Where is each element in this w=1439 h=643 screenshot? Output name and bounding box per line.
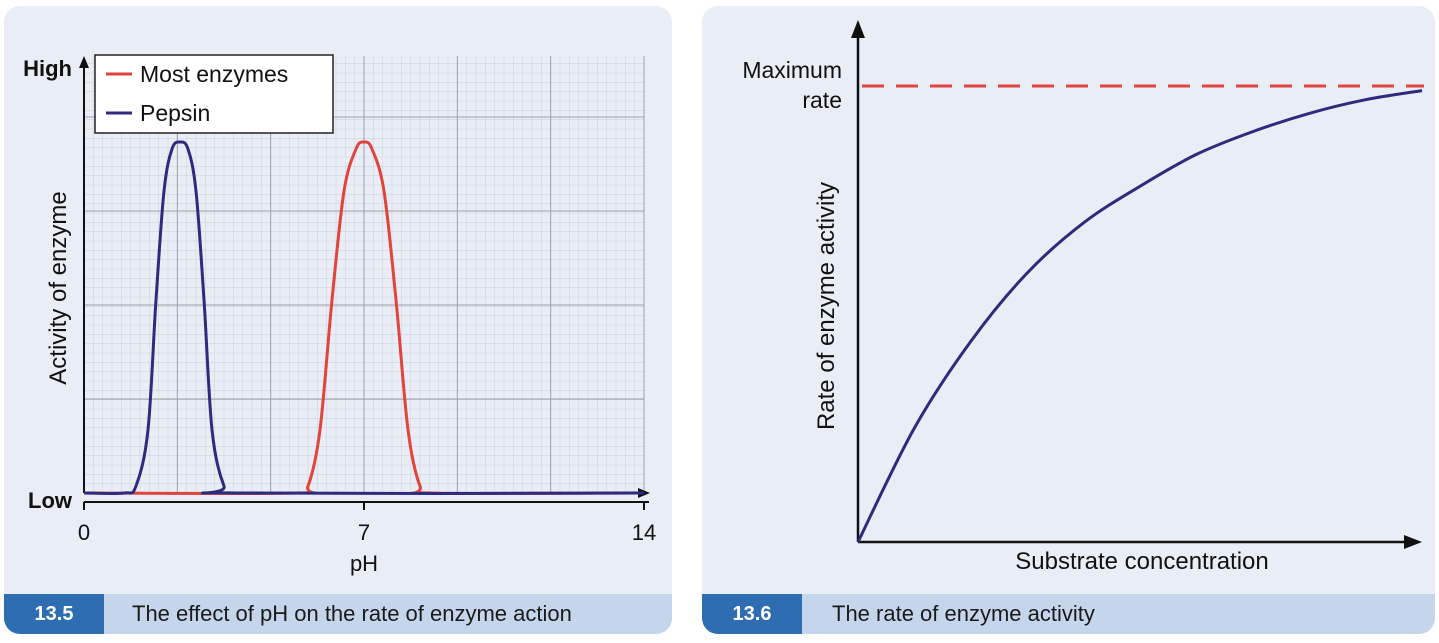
y-axis-arrow-icon xyxy=(79,56,89,68)
figure-caption: 13.5 The effect of pH on the rate of enz… xyxy=(4,594,672,634)
x-axis-title: pH xyxy=(350,551,378,576)
maximum-rate-label-line2: rate xyxy=(802,87,842,113)
chart-series xyxy=(83,140,645,496)
x-axis-title: Substrate concentration xyxy=(1015,548,1269,575)
y-high-label: High xyxy=(23,56,72,81)
figure-13-5-panel: High Low Activity of enzyme 0 7 14 pH Mo… xyxy=(4,6,672,634)
series-rate-curve xyxy=(856,89,1423,543)
y-axis-arrow-icon xyxy=(851,20,865,38)
y-axis-title: Rate of enzyme activity xyxy=(813,182,840,430)
legend-box xyxy=(94,54,334,134)
chart-legend: Most enzymes Pepsin xyxy=(94,54,334,134)
x-tick-label-7: 7 xyxy=(358,520,370,545)
legend-label-most-enzymes: Most enzymes xyxy=(140,61,288,87)
caption-number: 13.5 xyxy=(4,594,104,634)
x-tick-label-14: 14 xyxy=(632,520,656,545)
caption-text: The rate of enzyme activity xyxy=(832,601,1095,626)
caption-number: 13.6 xyxy=(702,594,802,634)
maximum-rate-label-line1: Maximum xyxy=(742,57,842,83)
caption-text: The effect of pH on the rate of enzyme a… xyxy=(132,601,572,626)
chart-axes xyxy=(851,20,1422,549)
series-most-enzymes-line xyxy=(83,140,645,496)
x-axis-arrow-icon xyxy=(1404,535,1422,549)
legend-label-pepsin: Pepsin xyxy=(140,100,210,126)
figure-caption: 13.6 The rate of enzyme activity xyxy=(702,594,1435,634)
x-tick-label-0: 0 xyxy=(78,520,90,545)
ph-activity-chart: High Low Activity of enzyme 0 7 14 pH Mo… xyxy=(23,54,656,576)
series-pepsin-line xyxy=(83,140,645,496)
y-axis-title: Activity of enzyme xyxy=(45,191,72,384)
y-low-label: Low xyxy=(28,488,73,513)
figure-13-6-panel: Maximum rate Rate of enzyme activity Sub… xyxy=(702,6,1435,634)
rate-activity-chart: Maximum rate Rate of enzyme activity Sub… xyxy=(742,20,1424,575)
chart-series xyxy=(856,89,1423,543)
